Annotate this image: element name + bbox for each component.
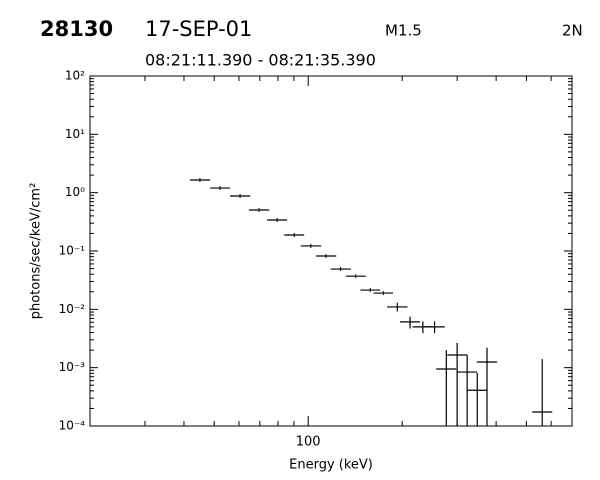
marks-layer: [189, 177, 553, 426]
x-axis-label: Energy (keV): [289, 458, 373, 473]
date-label: 17-SEP-01: [145, 17, 252, 41]
y-tick-label: 10⁻³: [59, 360, 86, 374]
y-tick-label: 10⁻⁴: [59, 419, 86, 433]
y-tick-label: 10²: [65, 69, 85, 83]
optical-class: 2N: [562, 22, 583, 40]
subtitle: 08:21:11.390 - 08:21:35.390: [145, 51, 376, 70]
chart-title: 28130: [40, 17, 113, 41]
y-tick-label: 10¹: [65, 127, 85, 141]
goes-class: M1.5: [385, 22, 422, 40]
y-axis-label: photons/sec/keV/cm²: [29, 183, 44, 320]
y-tick-label: 10⁻¹: [59, 244, 86, 258]
plot-frame: [89, 75, 573, 427]
y-tick-label: 10⁻²: [59, 302, 86, 316]
y-tick-label: 10⁰: [65, 185, 85, 199]
x-tick-label: 100: [296, 435, 321, 450]
